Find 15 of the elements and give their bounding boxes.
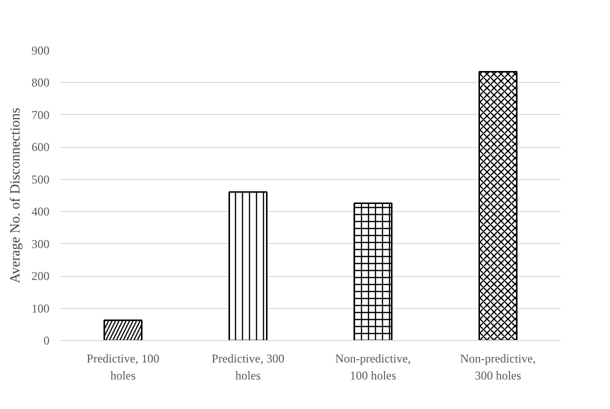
y-tick-label: 500 [32, 172, 50, 186]
x-tick-label: Predictive, 100 holes [86, 352, 160, 382]
x-tick-label: Non-predictive, 300 holes [460, 352, 536, 382]
x-tick-label: Non-predictive, 100 holes [335, 352, 411, 382]
x-tick-label: Predictive, 300 holes [212, 352, 284, 382]
y-tick-label: 200 [32, 269, 50, 284]
y-tick-label: 0 [44, 334, 50, 348]
y-tick-label: 900 [32, 44, 50, 58]
y-tick-label: 700 [32, 108, 50, 122]
y-tick-label: 600 [32, 140, 50, 154]
y-tick-label: 400 [32, 204, 50, 219]
y-axis-title: Average No. of Disconnections [8, 108, 24, 284]
y-tick-label: 300 [32, 236, 50, 251]
y-tick-label: 100 [32, 301, 50, 316]
y-tick-label: 800 [32, 76, 50, 90]
